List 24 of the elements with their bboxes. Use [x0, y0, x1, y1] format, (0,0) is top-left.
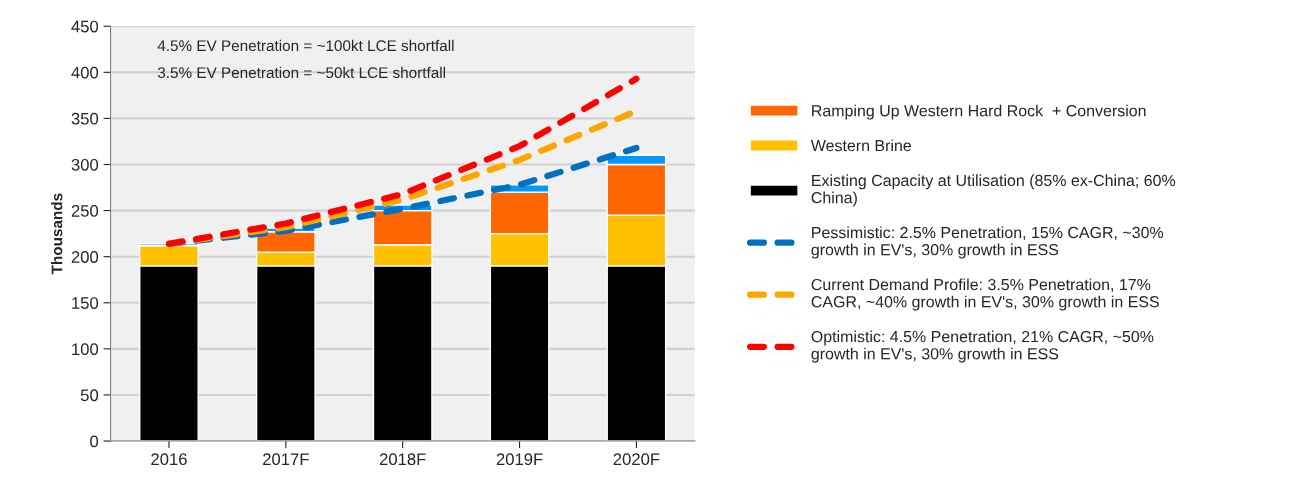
legend-label: Western Brine	[810, 139, 912, 152]
x-tick-label: 2016	[151, 453, 187, 466]
y-tick-label: 0	[90, 435, 99, 448]
x-tick-label: 2018F	[379, 453, 426, 466]
y-tick-label: 200	[71, 251, 99, 263]
y-tick-label: 50	[80, 389, 99, 402]
y-tick-label: 250	[71, 205, 99, 217]
y-tick-label: 350	[71, 112, 99, 125]
y-tick-label: 150	[72, 297, 99, 309]
y-axis-title: Thousands	[51, 193, 63, 275]
y-tick-label: 300	[71, 158, 99, 171]
legend-label: Current Demand Profile: 3.5% Penetration, 17% CAGR, ~40% growth in EV's, 30% growth in ESS	[811, 278, 1159, 311]
legend-label: Existing Capacity at Utilisation (85% ex-China; 60% China)	[811, 174, 1176, 207]
x-tick-label: 2020F	[613, 453, 660, 466]
legend-label: Optimistic: 4.5% Penetration, 21% CAGR, ~50% growth in EV's, 30% growth in ESS	[811, 330, 1154, 363]
x-tick-label: 2017F	[263, 453, 309, 466]
y-tick-label: 100	[72, 343, 99, 356]
annotation: 3.5% EV Penetration = ~50kt LCE shortfall	[157, 66, 446, 79]
y-tick-label: 400	[71, 66, 99, 79]
legend-label: Pessimistic: 2.5% Penetration, 15% CAGR, ~30% growth in EV's, 30% growth in ESS	[811, 226, 1164, 259]
legend-label: Ramping Up Western Hard Rock + Conversion	[812, 104, 1146, 120]
y-tick-label: 450	[71, 20, 99, 33]
annotation: 4.5% EV Penetration = ~100kt LCE shortfall	[157, 39, 454, 52]
x-tick-label: 2019F	[496, 453, 543, 466]
